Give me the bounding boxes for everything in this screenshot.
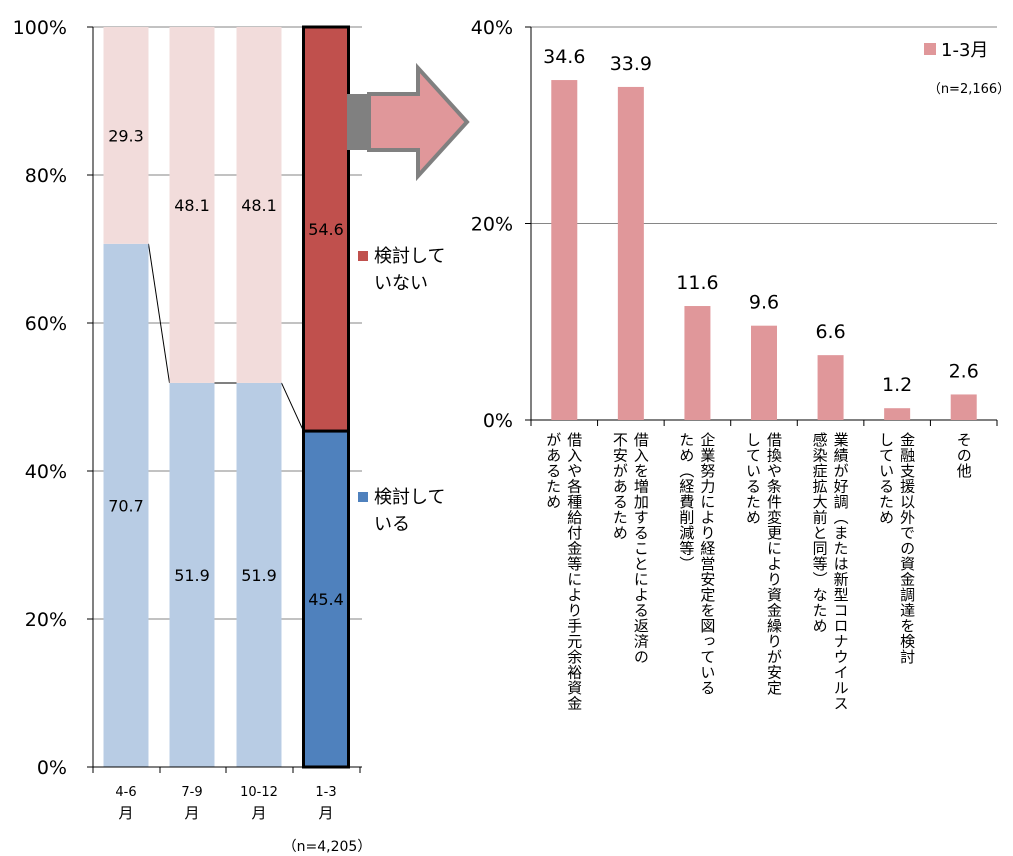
right-y-tick-label: 0% xyxy=(483,410,513,432)
left-y-tick-label: 20% xyxy=(25,609,67,631)
right-x-tick-label: 借換や条件変更により資金繰りが安定 xyxy=(765,432,783,696)
left-x-tick-label: 月 xyxy=(251,804,266,822)
left-stacked-bar-chart: 0% 20% 40% 60% 80% 100% 70.7 29.3 51.9 48.1 51.9 48… xyxy=(13,17,446,855)
arrow-shadow-block xyxy=(347,94,369,150)
right-x-tick-label: 業績が好調（または新型コロナウイルス xyxy=(832,432,850,711)
left-legend-swatch xyxy=(358,251,368,261)
left-x-tick-label: 10-12 xyxy=(240,785,278,800)
left-series-line xyxy=(281,382,304,432)
right-x-tick-label: その他 xyxy=(955,432,973,479)
left-data-label-yes: 51.9 xyxy=(174,566,210,585)
right-x-tick-label: 金融支援以外での資金調達を検討 xyxy=(898,432,916,665)
right-bar xyxy=(684,306,711,420)
left-sample-size-note: （n=4,205） xyxy=(283,839,372,855)
right-y-tick-label: 40% xyxy=(471,17,513,39)
left-data-label-yes: 51.9 xyxy=(241,566,277,585)
right-arrow-icon xyxy=(367,62,470,182)
right-x-tick-label: 不安があるため xyxy=(611,432,629,541)
left-bar-yes xyxy=(236,382,282,767)
left-bar-no xyxy=(103,27,149,244)
right-data-label: 9.6 xyxy=(749,292,779,314)
left-x-tick-label: 1-3 xyxy=(315,785,336,800)
left-data-label-no: 48.1 xyxy=(174,196,210,215)
left-x-tick-label: 7-9 xyxy=(181,785,202,800)
left-x-tick-label: 月 xyxy=(184,804,199,822)
left-data-label-no: 48.1 xyxy=(241,196,277,215)
right-bar xyxy=(551,80,578,421)
left-data-label-yes: 70.7 xyxy=(108,496,144,515)
left-bar-no xyxy=(169,27,215,383)
left-bar-yes xyxy=(169,382,215,767)
left-data-label-yes: 45.4 xyxy=(308,590,344,609)
right-x-tick-label: 借入を増加することによる返済の xyxy=(632,432,650,665)
left-y-tick-label: 80% xyxy=(25,165,67,187)
right-x-tick-label: 企業努力により経営安定を図っている xyxy=(698,431,716,695)
left-legend-label: 検討して xyxy=(374,487,445,508)
left-x-tick-label: 月 xyxy=(318,804,333,822)
right-y-tick-label: 20% xyxy=(471,214,513,236)
right-x-tick-label: ため（経費削減等） xyxy=(677,432,695,572)
left-legend-swatch xyxy=(358,492,368,502)
right-bar xyxy=(884,408,911,420)
right-data-label: 1.2 xyxy=(882,374,912,396)
right-legend-label: 1-3月 xyxy=(941,40,988,61)
left-legend-label: いない xyxy=(374,273,428,294)
left-y-tick-label: 60% xyxy=(25,313,67,335)
left-y-tick-label: 100% xyxy=(13,17,67,39)
left-bar-yes xyxy=(103,243,149,767)
right-x-tick-label: しているため xyxy=(744,432,762,525)
right-legend-swatch xyxy=(924,43,936,55)
left-x-tick-label: 月 xyxy=(118,804,133,822)
left-data-label-no: 54.6 xyxy=(308,220,344,239)
left-y-tick-label: 0% xyxy=(37,757,67,779)
right-bar xyxy=(617,86,644,421)
right-x-tick-label: があるため xyxy=(544,432,562,510)
right-bar xyxy=(950,394,977,420)
left-y-tick-label: 40% xyxy=(25,461,67,483)
right-data-label: 6.6 xyxy=(815,321,845,343)
left-series-line xyxy=(148,243,170,384)
right-data-label: 2.6 xyxy=(949,360,979,382)
left-x-tick-label: 4-6 xyxy=(115,785,136,800)
right-sample-size-note: （n=2,166） xyxy=(928,82,1010,97)
right-data-label: 33.9 xyxy=(610,53,652,75)
right-data-label: 34.6 xyxy=(543,46,585,68)
left-legend-label: 検討して xyxy=(374,246,445,267)
right-x-tick-label: 感染症拡大前と同等）なため xyxy=(811,432,829,634)
right-x-tick-label: 借入や各種給付金等により手元余裕資金 xyxy=(565,432,583,711)
right-bar xyxy=(751,325,777,420)
right-x-tick-label: しているため xyxy=(877,432,895,525)
left-bar-no xyxy=(236,27,282,383)
left-data-label-no: 29.3 xyxy=(108,126,144,145)
left-legend-label: いる xyxy=(374,514,410,535)
right-bar xyxy=(817,355,844,420)
arrow-group xyxy=(347,62,470,182)
left-bar-no xyxy=(302,25,350,433)
right-data-label: 11.6 xyxy=(676,272,718,294)
